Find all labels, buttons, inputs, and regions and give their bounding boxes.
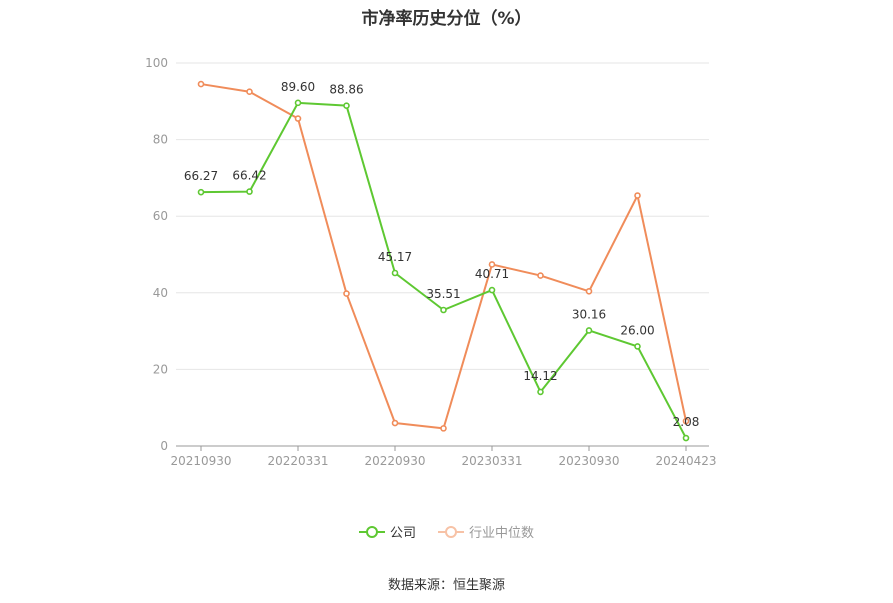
x-tick-label: 20220331 [267, 454, 328, 468]
x-axis: 20210930 20220331 20220930 20230331 20230930… [170, 445, 717, 468]
legend: 公司 行业中位数 [0, 522, 893, 541]
data-source: 数据来源：恒生聚源 [387, 578, 505, 593]
point-company [246, 188, 253, 195]
point-company [488, 286, 496, 294]
legend-item-company[interactable]: 公司 [358, 522, 416, 541]
legend-swatch-company [358, 525, 385, 538]
data-label: 30.16 [572, 307, 606, 321]
data-label: 66.42 [232, 169, 266, 183]
data-label: 14.12 [523, 369, 557, 383]
point-industry-median [682, 417, 690, 425]
point-industry-median [197, 80, 205, 88]
data-labels: 66.27 66.42 89.60 88.86 45.17 35.51 40.71 14.12… [184, 80, 700, 429]
point-company [537, 388, 544, 396]
legend-item-industry-median[interactable]: 行业中位数 [438, 522, 534, 541]
point-industry-median [391, 419, 399, 427]
y-tick-label: 20 [153, 362, 168, 376]
chart-title: 市净率历史分位（%） [361, 9, 532, 29]
point-company [634, 343, 641, 350]
legend-label-industry-median: 行业中位数 [469, 526, 535, 541]
point-company [294, 99, 302, 107]
point-company [197, 188, 205, 196]
y-axis-ticks: 0 20 40 60 80 100 [145, 56, 168, 453]
point-industry-median [294, 115, 302, 122]
y-tick-label: 100 [145, 56, 168, 70]
series-line-industry-median [200, 83, 687, 430]
point-industry-median [488, 261, 496, 268]
point-industry-median [585, 287, 593, 295]
point-industry-median [343, 290, 350, 297]
legend-swatch-industry [438, 525, 464, 538]
y-tick-label: 40 [153, 286, 168, 300]
data-label: 66.27 [184, 169, 218, 183]
point-company [682, 434, 690, 442]
x-tick-label: 20240423 [655, 454, 716, 468]
point-industry-median [246, 88, 253, 96]
series-lines [197, 80, 690, 442]
point-industry-median [634, 192, 641, 199]
data-label: 35.51 [426, 287, 460, 301]
x-tick-label: 20230930 [558, 454, 619, 468]
point-company [391, 269, 399, 277]
data-label: 45.17 [378, 250, 412, 264]
data-label: 26.00 [620, 323, 654, 337]
series-line-company [200, 101, 687, 439]
x-tick-label: 20210930 [170, 454, 231, 468]
x-tick-label: 20220930 [364, 454, 425, 468]
data-label: 2.08 [673, 415, 700, 429]
y-tick-label: 60 [153, 209, 168, 223]
grid-lines [176, 62, 709, 370]
x-tick-label: 20230331 [461, 454, 522, 468]
legend-label-company: 公司 [389, 526, 416, 541]
point-industry-median [440, 425, 447, 432]
y-tick-label: 0 [160, 439, 168, 453]
point-company [585, 327, 593, 334]
y-tick-label: 80 [153, 133, 168, 147]
data-label: 89.60 [281, 80, 315, 94]
point-company [343, 102, 350, 109]
data-label: 40.71 [475, 267, 509, 281]
data-label: 88.86 [329, 83, 363, 97]
point-industry-median [537, 272, 544, 279]
point-company [440, 306, 447, 314]
